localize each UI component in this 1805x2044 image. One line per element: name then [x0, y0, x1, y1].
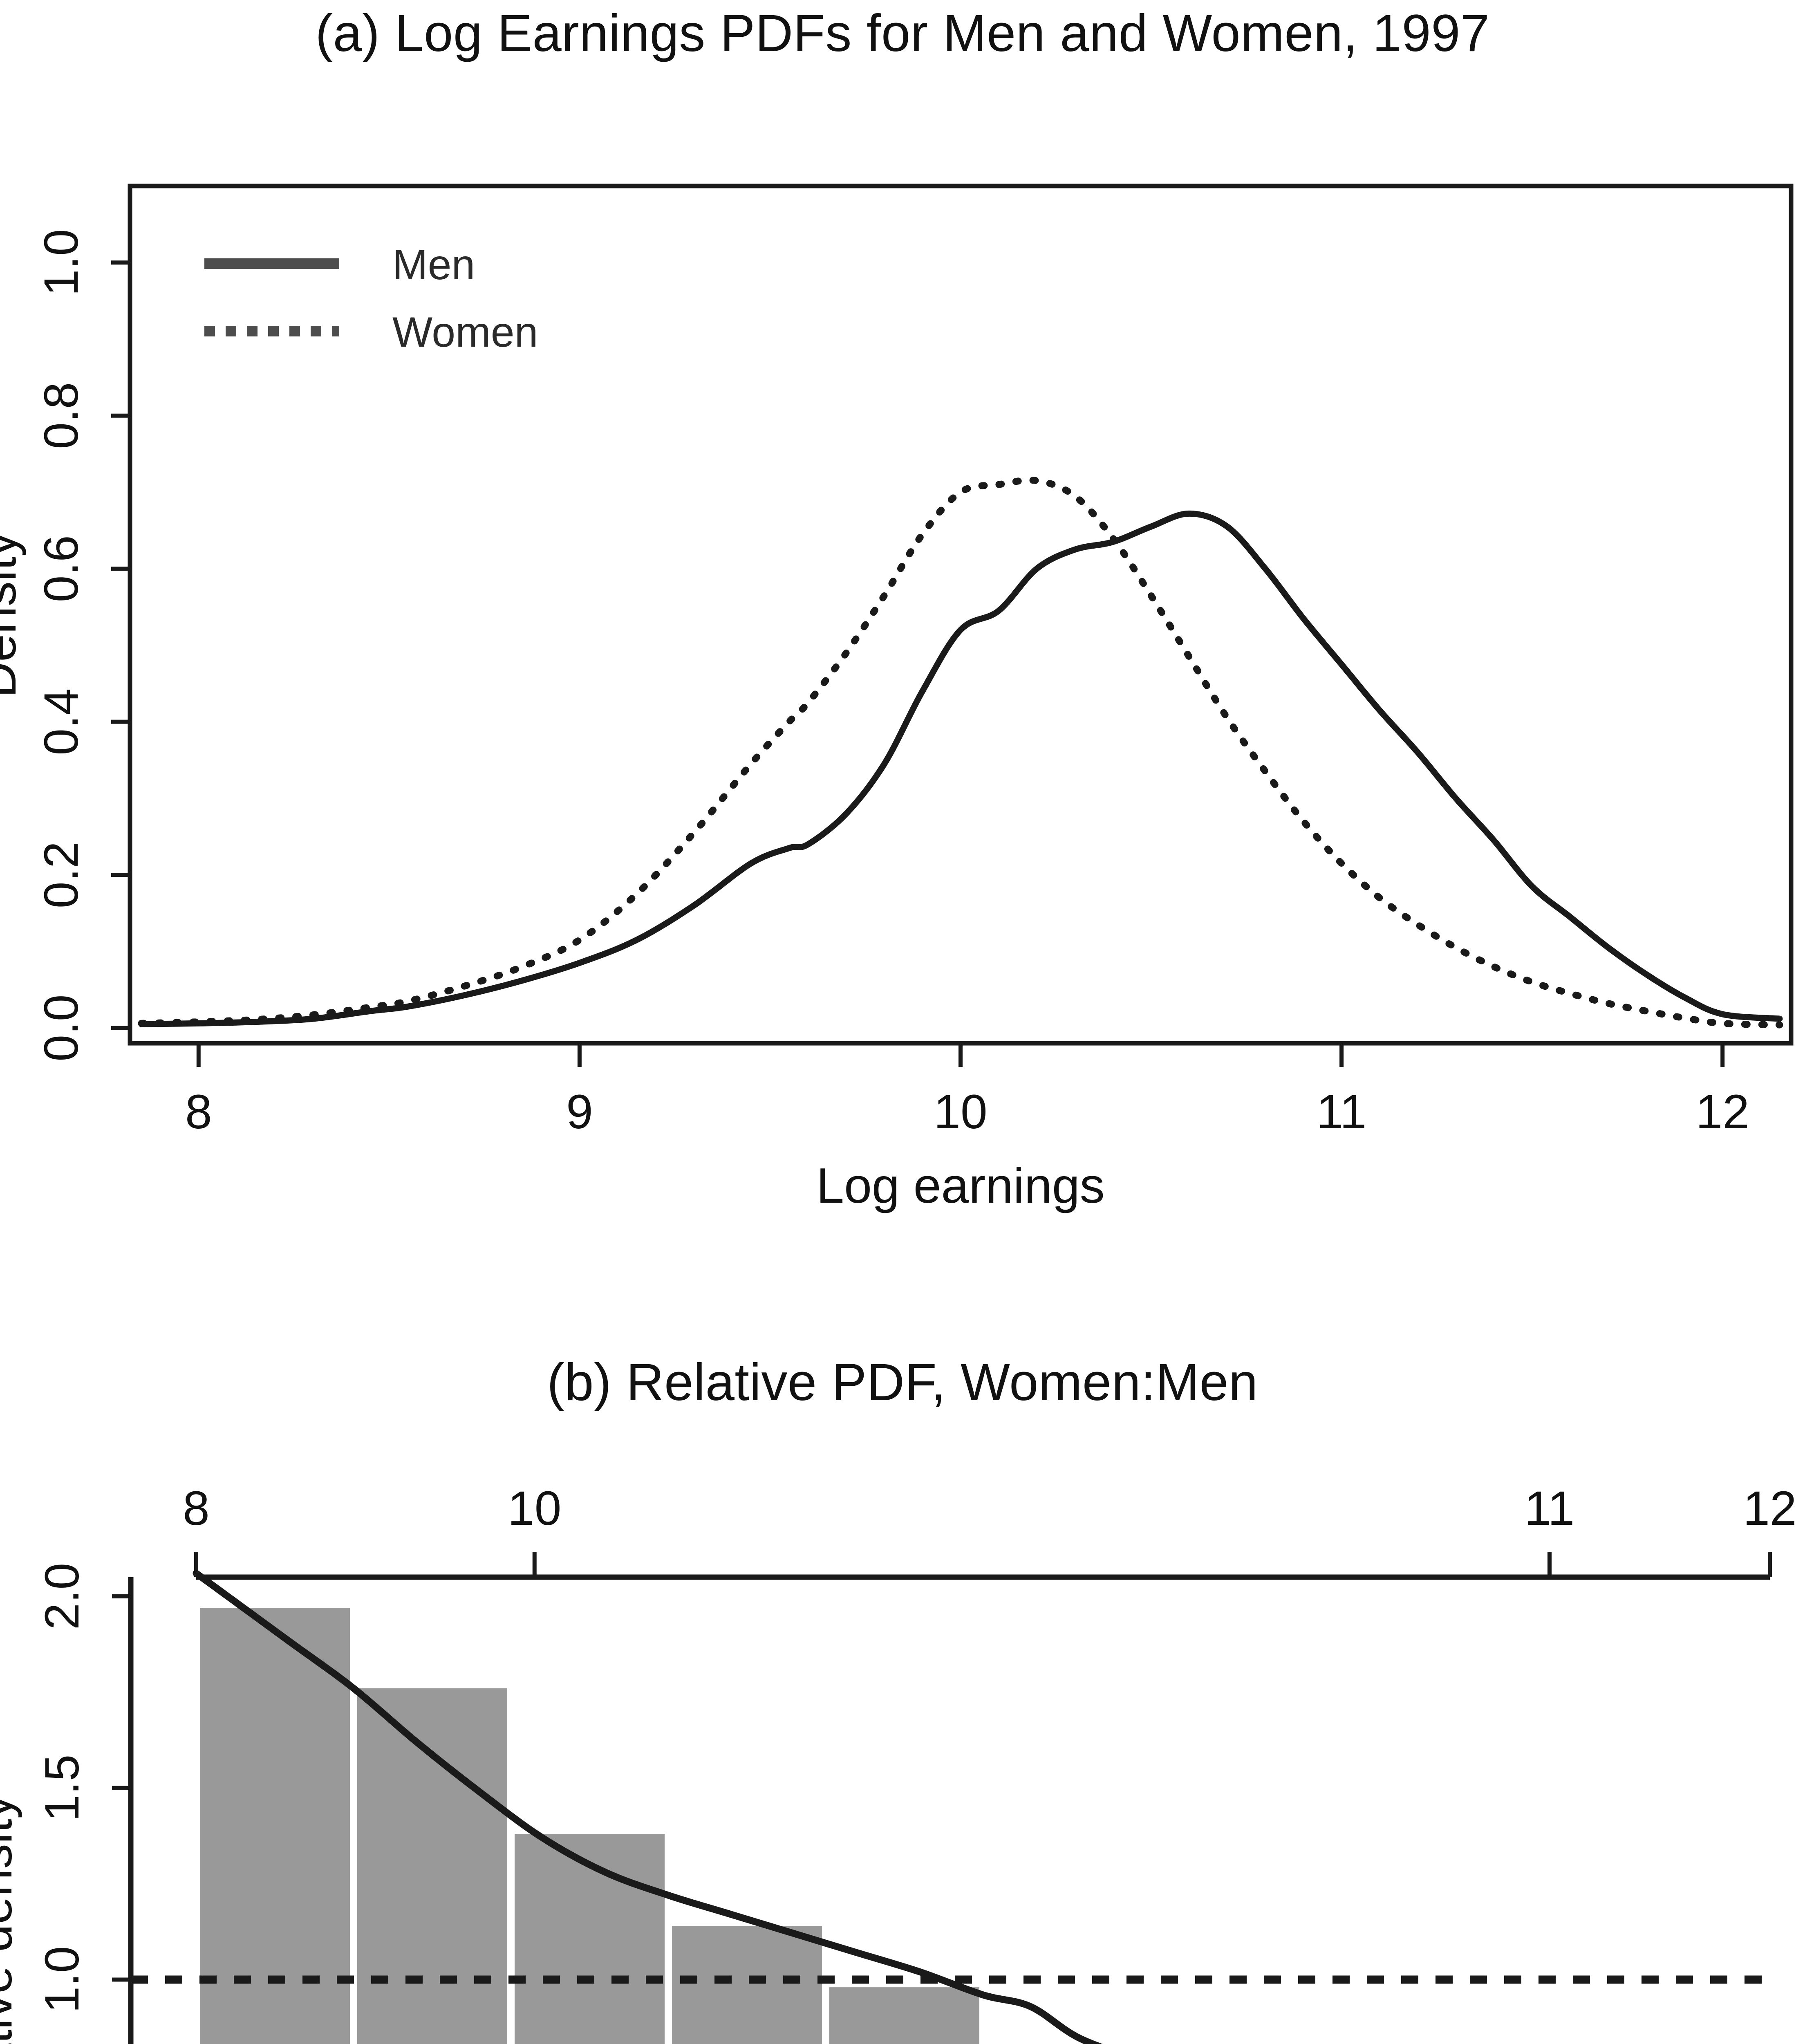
- panel-a-xtick-label: 11: [1317, 1085, 1367, 1139]
- panel-b-ytick-label: 2.0: [35, 1563, 89, 1630]
- panel-b-top-tick-label: 10: [508, 1481, 561, 1535]
- panel-a-ytick-label: 0.0: [34, 995, 88, 1062]
- panel-b-title: (b) Relative PDF, Women:Men: [547, 1353, 1258, 1412]
- panel-a-curve-women: [138, 477, 1783, 1029]
- panel-b-overlay-curve: [193, 1570, 1103, 2044]
- panel-a-xlabel: Log earnings: [816, 1158, 1104, 1213]
- panel-a-xtick-label: 12: [1696, 1085, 1749, 1139]
- panel-b-bar: [515, 1834, 665, 2044]
- legend-label-men: Men: [392, 241, 475, 289]
- panel-a-ytick-label: 0.8: [34, 382, 88, 449]
- panel-b-ytick-label: 1.5: [35, 1755, 89, 1822]
- panel-b-top-tick-label: 8: [183, 1481, 210, 1535]
- panel-a-xtick-label: 9: [566, 1085, 593, 1139]
- panel-b-bar: [672, 1926, 822, 2044]
- panel-b-top-tick-label: 12: [1743, 1481, 1796, 1535]
- panel-a-log-earnings-pdfs: (a) Log Earnings PDFs for Men and Women,…: [0, 4, 1794, 1213]
- panel-b-plot-area: 81011120.00.51.01.52.0Relative density0.…: [0, 1481, 1797, 2044]
- panel-b-ytick-label: 1.0: [35, 1946, 89, 2013]
- panel-b-bar: [200, 1608, 350, 2044]
- legend-label-women: Women: [392, 309, 538, 356]
- panel-a-ylabel: Density: [0, 531, 26, 698]
- panel-a-title: (a) Log Earnings PDFs for Men and Women,…: [315, 4, 1490, 63]
- panel-a-plot-area: 0.0 0.2 0.4 0.6 0.8 1.0 Density 8 9 10 11 12 Log ear…: [0, 184, 1794, 1213]
- panel-a-curve-men: [138, 510, 1783, 1027]
- panel-a-xtick-label: 8: [185, 1085, 212, 1139]
- panel-b-top-tick-label: 11: [1525, 1481, 1575, 1535]
- panel-a-xtick-label: 10: [934, 1085, 987, 1139]
- panel-b-bar: [829, 1987, 979, 2044]
- panel-b-relative-pdf: (b) Relative PDF, Women:Men 81011120.00.…: [0, 1247, 1805, 2044]
- panel-a-ytick-label: 0.6: [34, 535, 88, 602]
- panel-a-ytick-label: 0.2: [34, 841, 88, 908]
- panel-a-frame: [128, 184, 1794, 1046]
- panel-a-ytick-label: 1.0: [34, 229, 88, 296]
- panel-b-bar: [357, 1688, 507, 2044]
- panel-a-ytick-label: 0.4: [34, 688, 88, 755]
- panel-b-ylabel: Relative density: [0, 1794, 22, 2044]
